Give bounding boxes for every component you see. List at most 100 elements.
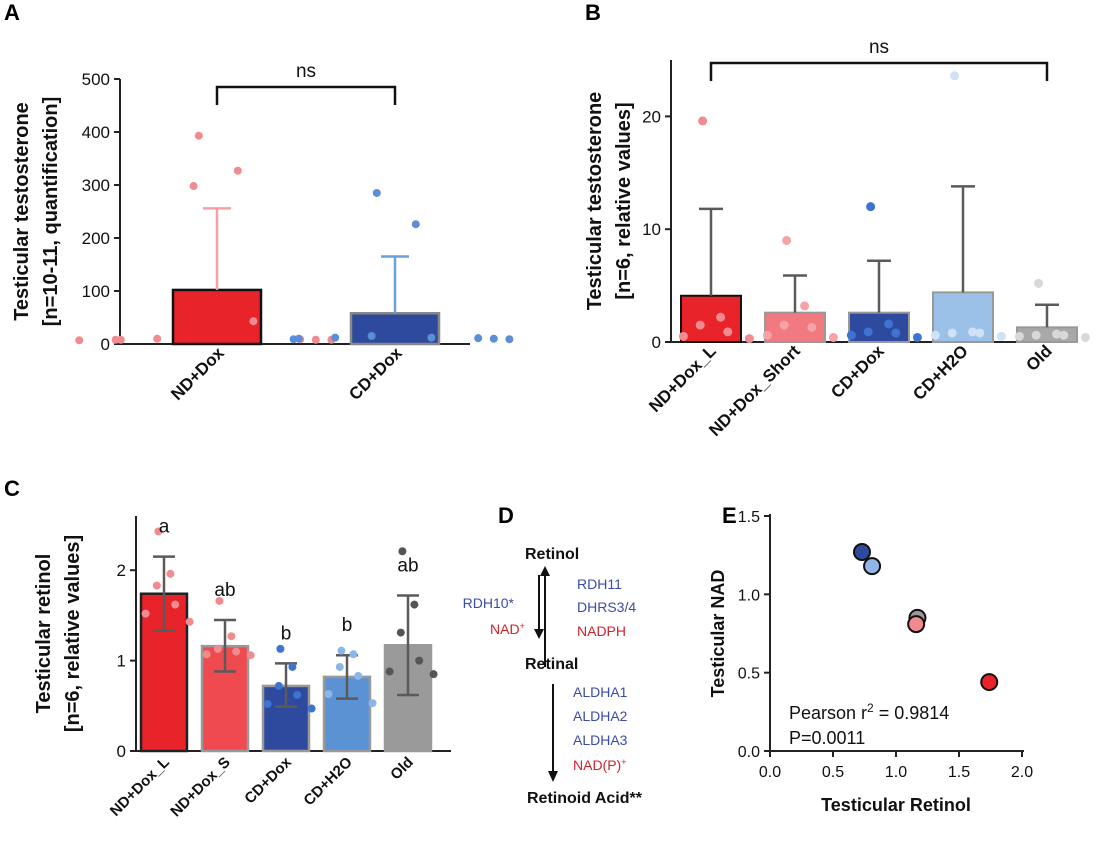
x-tick-label: Old <box>387 754 417 784</box>
data-point <box>695 320 705 330</box>
data-point <box>1080 332 1090 342</box>
enzyme-aldha2: ALDHA2 <box>573 708 628 724</box>
x-tick-label: ND+Dox_Short <box>705 341 804 440</box>
data-point <box>846 330 856 340</box>
y-tick-label: 100 <box>82 282 110 301</box>
data-point <box>331 333 340 342</box>
panel-label-b: B <box>585 0 601 25</box>
data-point <box>996 331 1006 341</box>
significance-letter: ab <box>214 580 235 601</box>
data-point <box>828 332 838 342</box>
data-point <box>1031 330 1041 340</box>
data-point <box>202 650 211 659</box>
data-point <box>274 681 283 690</box>
data-point <box>947 328 957 338</box>
bar <box>349 312 441 346</box>
data-point <box>293 690 302 699</box>
x-tick-label: ND+Dox_S <box>167 754 234 821</box>
y-tick-label: 0.0 <box>738 744 760 761</box>
scatter-point <box>980 673 999 692</box>
panel-label-c: C <box>4 476 20 501</box>
data-point <box>1034 278 1044 288</box>
y-tick-label: 0 <box>101 335 110 354</box>
y-axis-title-line1: Testicular testosterone <box>11 102 33 321</box>
data-point <box>415 656 424 665</box>
data-point <box>227 632 236 641</box>
y-axis-title: Testicular NAD <box>708 570 728 698</box>
data-point <box>884 319 894 329</box>
retinoic-acid-label: Retinoid Acid** <box>527 790 643 807</box>
cofactor-nad: NAD+ <box>490 621 525 637</box>
panel-label-d: D <box>498 503 514 528</box>
arrowhead-down-2-icon <box>548 771 558 782</box>
data-point <box>349 650 358 659</box>
data-point <box>779 320 789 330</box>
data-point <box>249 317 258 326</box>
data-point <box>866 202 876 212</box>
y-tick-label: 0 <box>652 333 661 352</box>
retinol-label: Retinol <box>525 546 579 563</box>
data-point <box>276 644 285 653</box>
data-point <box>716 312 726 322</box>
data-point <box>474 334 483 343</box>
data-point <box>678 331 688 341</box>
data-point <box>152 581 161 590</box>
x-tick-label: ND+Dox_L <box>645 341 720 416</box>
y-tick-label: 300 <box>82 176 110 195</box>
data-point <box>324 690 333 699</box>
y-tick-label: 2 <box>117 561 126 580</box>
data-point <box>335 662 344 671</box>
data-point <box>166 569 175 578</box>
y-axis-title-line2: [n=6, relative values] <box>613 102 635 299</box>
x-axis-title: Testicular Retinol <box>821 795 971 815</box>
data-point <box>154 527 163 536</box>
significance-label: ns <box>296 61 316 82</box>
data-point <box>385 667 394 676</box>
data-point <box>368 699 377 708</box>
data-point <box>950 71 960 81</box>
bar <box>322 675 372 753</box>
p-value: P=0.0011 <box>789 728 865 748</box>
data-point <box>863 327 873 337</box>
data-point <box>171 600 180 609</box>
enzyme-aldha1: ALDHA1 <box>573 684 628 700</box>
significance-letter: b <box>281 623 292 644</box>
pearson-superscript: 2 <box>867 701 874 715</box>
y-tick-label: 1.0 <box>738 587 760 604</box>
data-point <box>337 646 346 655</box>
data-point <box>75 336 84 345</box>
data-point <box>429 670 438 679</box>
y-tick-label: 20 <box>642 107 661 126</box>
enzyme-dhrs3-4: DHRS3/4 <box>577 599 636 615</box>
panel-c-chart: 0 1 2 Testicular retinol [n=6, relative valu… <box>33 516 451 820</box>
data-point <box>505 335 514 344</box>
x-tick-label: CD+Dox <box>241 753 295 807</box>
data-point <box>782 235 792 245</box>
y-tick-label: 1.5 <box>738 509 760 526</box>
y-tick-label: 10 <box>642 220 661 239</box>
data-point <box>398 547 407 556</box>
data-point <box>233 166 242 175</box>
data-point <box>807 322 817 332</box>
data-point <box>1052 329 1062 339</box>
scatter-point <box>863 557 882 576</box>
x-tick-label: Old <box>1022 341 1055 374</box>
data-point <box>232 647 241 656</box>
x-tick-label: ND+Dox <box>167 343 228 404</box>
data-point <box>744 334 754 344</box>
data-point <box>372 188 381 197</box>
data-point <box>410 600 419 609</box>
arrowhead-up-icon <box>540 566 550 576</box>
enzyme-rdh10: RDH10* <box>463 595 515 611</box>
y-tick-label: 1 <box>117 652 126 671</box>
panel-label-a: A <box>4 0 20 25</box>
x-tick-label: 2.0 <box>1011 764 1033 781</box>
x-tick-label: 1.5 <box>948 764 970 781</box>
data-point <box>930 330 940 340</box>
significance-bracket <box>709 61 1049 81</box>
x-tick-label: CD+H2O <box>300 754 356 810</box>
panel-label-e: E <box>722 503 737 528</box>
data-point <box>194 131 203 140</box>
y-axis-title-line1: Testicular retinol <box>33 554 55 714</box>
data-point <box>213 644 222 653</box>
